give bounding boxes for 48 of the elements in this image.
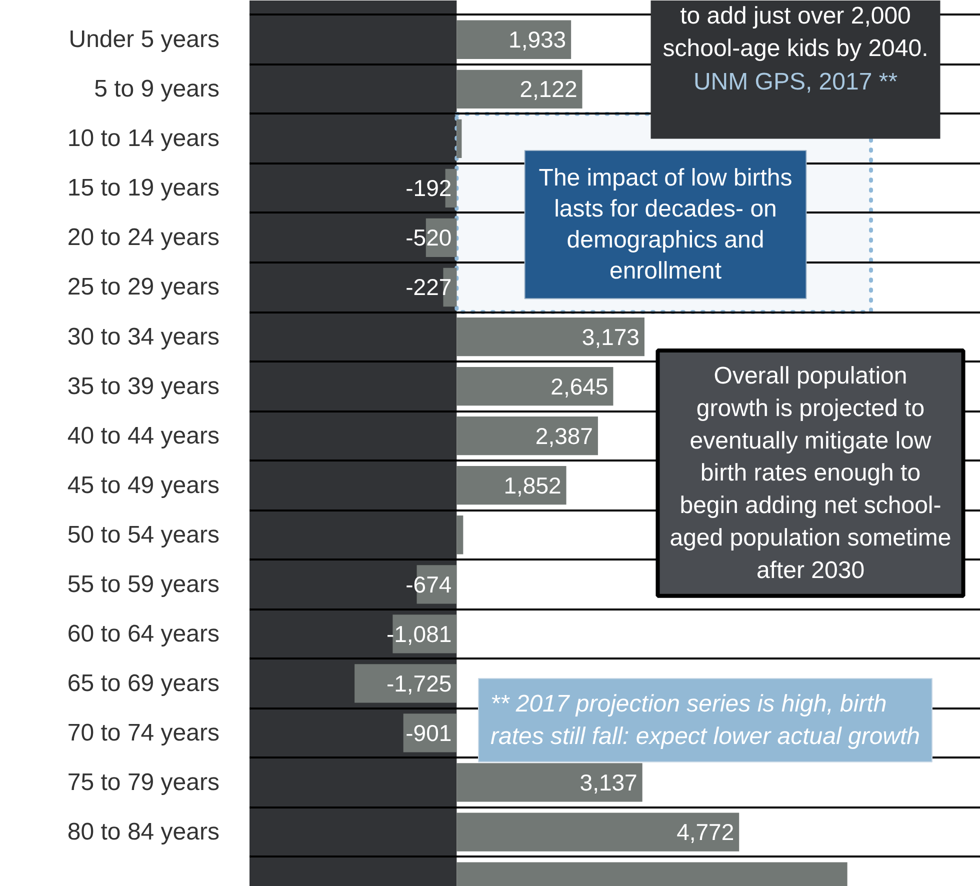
y-tick-label: 55 to 59 years [67,570,220,598]
band-label: The impact of low births lasts for decades- on demographics and enrollment [538,164,792,285]
y-tick-label: 5 to 9 years [94,76,220,103]
y-tick-label: 45 to 49 years [67,472,220,499]
y-tick-label: 60 to 64 years [67,620,220,648]
bar [456,416,598,456]
data-label: -227 [406,274,452,300]
y-tick-label: 80 to 84 years [67,818,220,846]
bar [456,317,644,356]
y-tick-label: 75 to 79 years [67,769,220,796]
annotation: to add just over 2,000 school-age kids by 2040. [662,2,928,62]
y-tick-label: 10 to 14 years [67,125,220,152]
bar [456,119,462,158]
data-label: 2,387 [535,422,593,449]
y-tick-label: 30 to 34 years [67,323,220,350]
y-tick-label: 25 to 29 years [67,274,220,301]
bar [456,70,582,108]
data-label: -901 [406,720,452,746]
data-label: -1,081 [386,620,452,647]
y-tick-label: 35 to 39 years [67,372,220,400]
y-tick-label: 15 to 19 years [67,174,220,202]
data-label: 2,122 [520,76,578,102]
annotation: UNM GPS, 2017 ** [693,68,898,96]
data-label: -192 [406,175,452,202]
bar [456,763,642,802]
bar [354,664,457,703]
data-label: 2,645 [550,373,608,400]
data-label: -1,725 [386,670,452,696]
data-label: 4,772 [676,819,734,846]
bar [456,466,566,505]
annotation: Overall population growth is projected to eventually mitigate low birth rates enough to begin adding net school-aged population sometime after 2030 [670,362,952,584]
data-label: 1,852 [504,472,562,498]
y-tick-label: Under 5 years [68,26,220,54]
y-tick-label: 40 to 44 years [67,422,220,450]
bar [456,20,572,59]
y-tick-label: 50 to 54 years [67,521,220,548]
y-tick-label: 70 to 74 years [67,719,220,746]
annotation: ** 2017 projection series is high, birth rates still fall: expect lower actual growth [490,690,920,750]
bar [456,516,464,554]
bar [456,366,614,406]
data-label: 1,933 [508,26,566,53]
data-label: -520 [406,224,452,251]
y-tick-label: 65 to 69 years [67,670,220,697]
data-label: 3,173 [582,324,640,350]
bar [456,812,740,852]
data-label: 3,137 [580,770,638,796]
data-label: -674 [406,571,452,598]
y-tick-label: 20 to 24 years [67,224,220,252]
